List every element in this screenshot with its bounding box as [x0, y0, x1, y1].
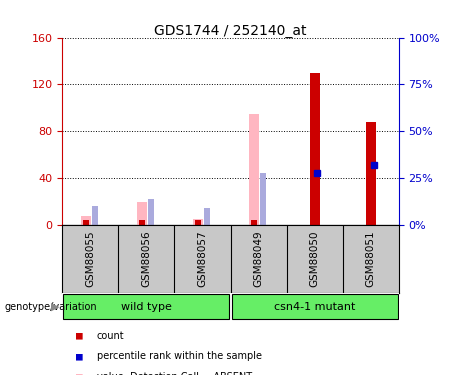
Bar — [366, 122, 376, 225]
Bar — [83, 220, 89, 225]
Bar — [81, 216, 91, 225]
Text: ■: ■ — [76, 331, 83, 340]
Bar — [231, 294, 398, 319]
Bar — [249, 114, 259, 225]
Text: GSM88056: GSM88056 — [142, 230, 151, 287]
Text: csn4-1 mutant: csn4-1 mutant — [274, 302, 355, 312]
Text: GSM88049: GSM88049 — [254, 230, 264, 287]
Text: ■: ■ — [76, 372, 83, 375]
Text: GSM88051: GSM88051 — [366, 230, 376, 287]
Text: value, Detection Call = ABSENT: value, Detection Call = ABSENT — [97, 372, 252, 375]
Text: percentile rank within the sample: percentile rank within the sample — [97, 351, 262, 361]
Text: count: count — [97, 331, 124, 340]
Bar — [310, 73, 319, 225]
Text: ▶: ▶ — [52, 302, 60, 312]
Text: GDS1744 / 252140_at: GDS1744 / 252140_at — [154, 24, 307, 38]
Bar — [193, 219, 203, 225]
Text: genotype/variation: genotype/variation — [5, 302, 97, 312]
Bar — [139, 220, 145, 225]
Bar — [251, 220, 257, 225]
Text: GSM88050: GSM88050 — [310, 231, 319, 287]
Text: wild type: wild type — [121, 302, 172, 312]
Bar — [148, 199, 154, 225]
Bar — [260, 172, 266, 225]
Text: GSM88057: GSM88057 — [197, 230, 207, 287]
Bar — [63, 294, 230, 319]
Bar — [204, 208, 210, 225]
Text: GSM88055: GSM88055 — [85, 230, 95, 287]
Bar — [92, 206, 98, 225]
Bar — [137, 202, 147, 225]
Bar — [195, 220, 201, 225]
Text: ■: ■ — [76, 351, 83, 361]
